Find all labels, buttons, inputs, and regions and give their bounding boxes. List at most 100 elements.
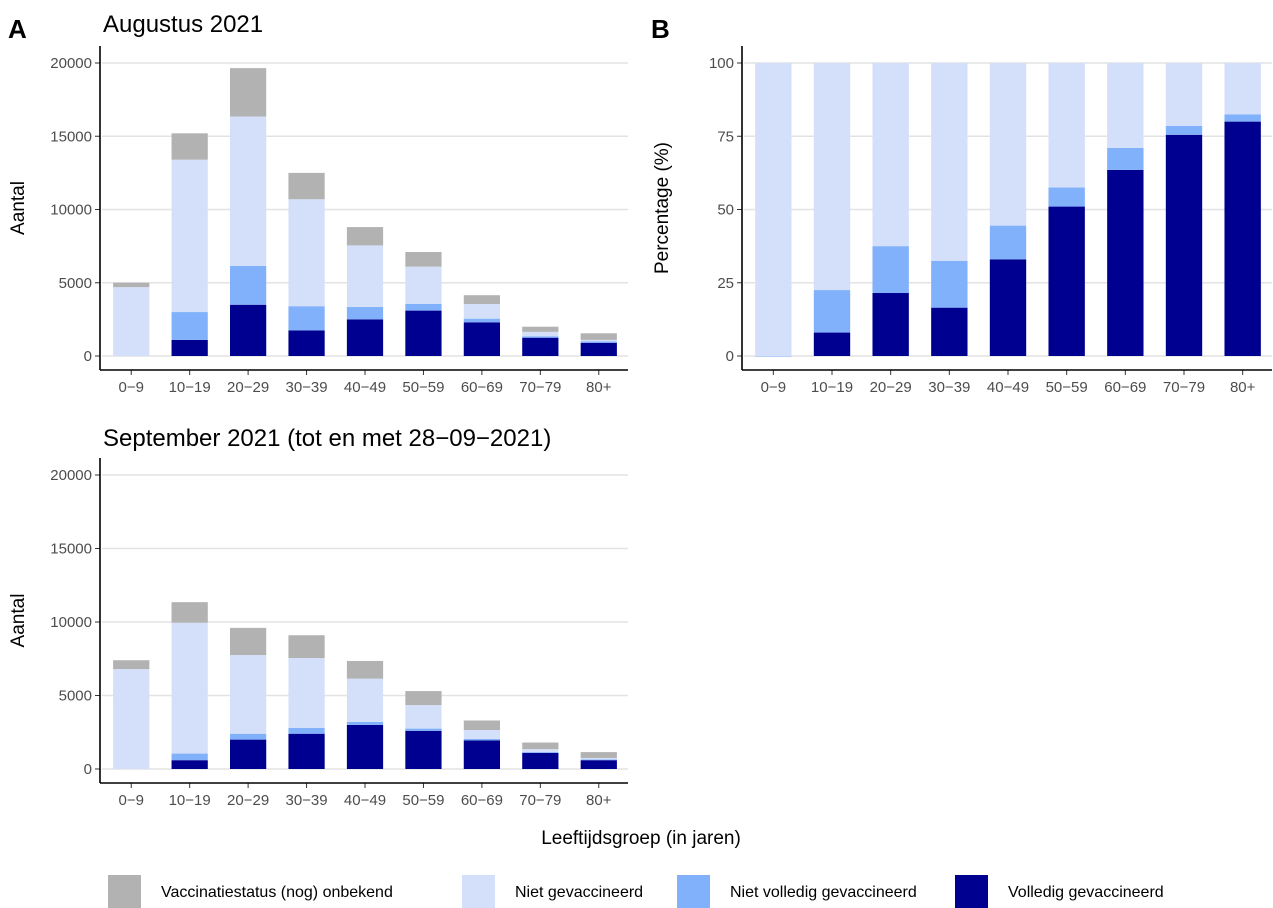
bar-segment bbox=[346, 678, 384, 722]
bar-segment bbox=[580, 339, 617, 342]
bar-segment bbox=[1048, 63, 1085, 188]
bar-segment bbox=[931, 260, 968, 308]
bar-segment bbox=[580, 757, 617, 760]
bar-segment bbox=[1107, 169, 1144, 356]
x-tick-label: 20−29 bbox=[227, 379, 269, 396]
bar-segment bbox=[229, 304, 267, 356]
x-tick-label: 30−39 bbox=[285, 379, 327, 396]
bar-segment bbox=[288, 635, 325, 659]
bar-segment bbox=[463, 318, 501, 323]
bar-segment bbox=[405, 691, 442, 706]
bar-segment bbox=[405, 303, 442, 311]
y-axis-title: Aantal bbox=[8, 594, 29, 648]
x-tick-label: 20−29 bbox=[870, 379, 912, 396]
y-tick-label: 75 bbox=[717, 128, 734, 145]
bar-segment bbox=[522, 336, 559, 338]
bar-segment bbox=[113, 287, 150, 356]
bar-segment bbox=[171, 753, 208, 761]
bar-segment bbox=[580, 342, 617, 356]
panel-b-percentage: 0 25 50 75 100 0−9 10−19 20−29 30−39 40−49 50−59 60… bbox=[651, 14, 1272, 396]
bar-segment bbox=[813, 290, 851, 333]
bar-segment bbox=[989, 259, 1027, 356]
bar-segment bbox=[171, 133, 208, 160]
bar-segment bbox=[1165, 125, 1203, 135]
x-tick-label: 60−69 bbox=[461, 792, 503, 809]
bar-segment bbox=[405, 266, 442, 304]
x-tick-label: 60−69 bbox=[461, 379, 503, 396]
bar-segment bbox=[288, 172, 325, 200]
bar-segment bbox=[522, 326, 559, 332]
bar-segment bbox=[1048, 206, 1085, 356]
y-tick-label: 5000 bbox=[59, 275, 92, 292]
y-tick-label: 20000 bbox=[50, 55, 92, 72]
x-tick-label: 30−39 bbox=[928, 379, 970, 396]
bar-segment bbox=[229, 739, 267, 769]
bar-segment bbox=[346, 721, 384, 725]
bar-segment bbox=[1224, 63, 1261, 115]
x-tick-label: 50−59 bbox=[402, 379, 444, 396]
bar-segment bbox=[463, 303, 501, 319]
y-axis-title: Aantal bbox=[8, 181, 29, 235]
x-tick-label: 20−29 bbox=[227, 792, 269, 809]
y-tick-label: 25 bbox=[717, 275, 734, 292]
bar-segment bbox=[113, 282, 150, 288]
bar-segment bbox=[522, 337, 559, 356]
bar-segment bbox=[580, 341, 617, 343]
x-tick-label: 40−49 bbox=[344, 379, 386, 396]
bar-segment bbox=[346, 724, 384, 769]
bar-segment bbox=[171, 339, 208, 356]
bar-segment bbox=[1224, 114, 1261, 122]
y-tick-label: 0 bbox=[726, 348, 734, 365]
x-tick-label: 10−19 bbox=[169, 379, 211, 396]
x-tick-label: 0−9 bbox=[118, 792, 143, 809]
y-tick-label: 50 bbox=[717, 202, 734, 219]
panel-title: September 2021 (tot en met 28−09−2021) bbox=[103, 425, 551, 452]
y-tick-label: 5000 bbox=[59, 688, 92, 705]
y-tick-label: 15000 bbox=[50, 541, 92, 558]
x-tick-label: 30−39 bbox=[285, 792, 327, 809]
x-tick-label: 60−69 bbox=[1104, 379, 1146, 396]
bar-segment bbox=[229, 627, 267, 656]
bar-segment bbox=[1165, 63, 1203, 126]
bar-segment bbox=[346, 319, 384, 356]
y-tick-label: 0 bbox=[84, 761, 92, 778]
bar-segment bbox=[931, 307, 968, 356]
y-tick-label: 0 bbox=[84, 348, 92, 365]
legend-label-volledig: Volledig gevaccineerd bbox=[1008, 884, 1164, 901]
bar-segment bbox=[931, 63, 968, 261]
x-tick-label: 50−59 bbox=[1046, 379, 1088, 396]
bar-segment bbox=[580, 752, 617, 758]
x-tick-label: 80+ bbox=[586, 379, 612, 396]
x-tick-label: 40−49 bbox=[987, 379, 1029, 396]
bar-segment bbox=[813, 332, 851, 356]
bar-segment bbox=[1107, 147, 1144, 170]
panel-tag: A bbox=[8, 14, 27, 44]
bar-segment bbox=[1048, 187, 1085, 207]
bar-segment bbox=[288, 658, 325, 728]
legend-label-niet: Niet gevaccineerd bbox=[515, 884, 643, 901]
bar-segment bbox=[872, 293, 909, 356]
bar-segment bbox=[463, 720, 501, 731]
bar-segment bbox=[989, 63, 1027, 226]
x-tick-label: 10−19 bbox=[169, 792, 211, 809]
bar-segment bbox=[522, 752, 559, 769]
bar-segment bbox=[346, 227, 384, 246]
bar-segment bbox=[346, 306, 384, 320]
bar-segment bbox=[171, 760, 208, 769]
y-tick-label: 10000 bbox=[50, 614, 92, 631]
bar-segment bbox=[171, 622, 208, 754]
legend-swatch-niet bbox=[462, 875, 495, 908]
legend-label-onbekend: Vaccinatiestatus (nog) onbekend bbox=[161, 884, 393, 901]
bar-segment bbox=[1224, 121, 1261, 356]
panel-tag: B bbox=[651, 14, 670, 44]
panel-a-augustus: 0 5000 10000 15000 20000 0−9 10−19 20−29 30−39 40… bbox=[8, 11, 628, 396]
bar-segment bbox=[229, 68, 267, 117]
bar-segment bbox=[288, 199, 325, 307]
bar-segment bbox=[580, 333, 617, 340]
bar-segment bbox=[405, 728, 442, 731]
x-tick-label: 50−59 bbox=[402, 792, 444, 809]
bar-segment bbox=[288, 306, 325, 331]
bar-segment bbox=[463, 322, 501, 356]
bar-segment bbox=[405, 705, 442, 729]
bar-segment bbox=[229, 655, 267, 734]
